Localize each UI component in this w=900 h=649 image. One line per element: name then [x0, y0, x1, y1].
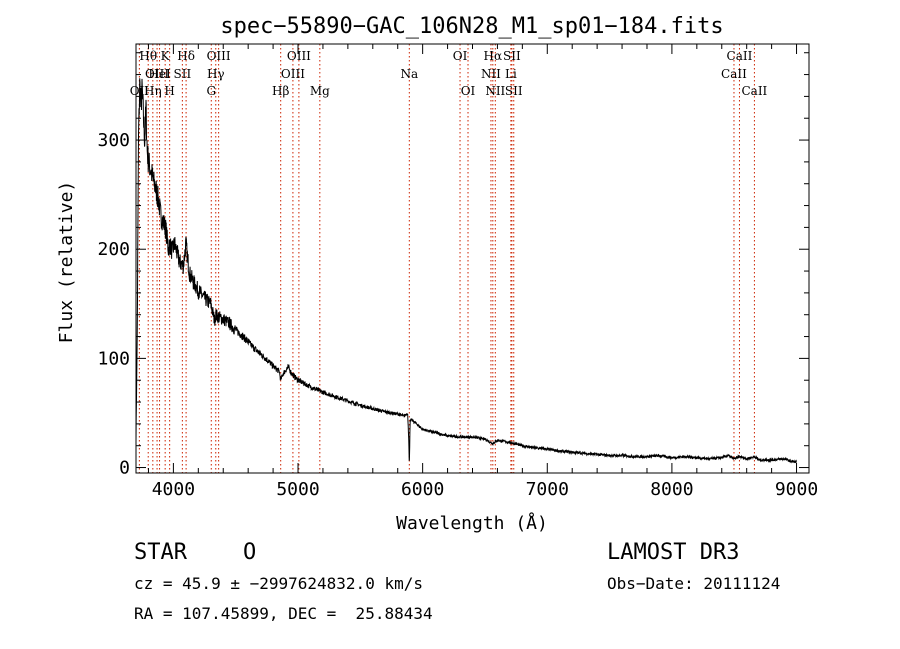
spectral-line-label: CaII	[727, 49, 753, 63]
spectral-line-label: Na	[400, 67, 418, 81]
spectral-line-label: OIII	[145, 67, 169, 81]
spectral-line-label: CaII	[721, 67, 747, 81]
x-tick-label: 5000	[276, 479, 319, 500]
redshift-readout: cz = 45.9 ± −2997624832.0 km/s	[134, 574, 423, 593]
coordinates: RA = 107.45899, DEC = 25.88434	[134, 604, 433, 623]
spectral-line-label: H	[164, 84, 174, 98]
y-tick-label: 300	[97, 130, 130, 151]
spectrum-series-line	[135, 78, 797, 464]
spectral-line-label: Hδ	[177, 49, 195, 63]
spectral-line-label: SII	[174, 67, 192, 81]
y-tick-label: 100	[97, 348, 130, 369]
spectral-line-label: NII	[481, 67, 501, 81]
spectral-line-label: Hβ	[272, 84, 289, 98]
object-class: STAR	[134, 540, 187, 565]
chart-title: spec−55890−GAC_106N28_M1_sp01−184.fits	[220, 14, 723, 39]
spectral-line-label: SII	[503, 49, 521, 63]
spectral-line-label: OIII	[287, 49, 311, 63]
spectral-line-label: OI	[453, 49, 468, 63]
spectral-line-label: NII	[485, 84, 505, 98]
spectral-line-label: Hθ	[139, 49, 157, 63]
survey-name: LAMOST DR3	[607, 540, 740, 565]
x-axis: 4000 5000 6000 7000 8000 9000	[147, 44, 818, 500]
spectral-line-label: CaII	[741, 84, 767, 98]
y-axis: 0 100 200 300	[97, 52, 809, 479]
spectral-line-label: OI	[461, 84, 476, 98]
spectral-line-markers	[138, 44, 755, 473]
spectral-line-label: OIII	[281, 67, 305, 81]
spectral-line-label: Hα	[484, 49, 503, 63]
x-tick-label: 4000	[152, 479, 195, 500]
x-tick-label: 7000	[526, 479, 569, 500]
y-tick-label: 0	[119, 458, 130, 479]
spectral-line-label: OIII	[207, 49, 231, 63]
spectral-line-label: Hγ	[207, 67, 225, 81]
plot-frame	[135, 43, 810, 474]
spectral-line-label: K	[161, 49, 171, 63]
spectral-line-label: Mg	[310, 84, 330, 98]
obs-date: Obs−Date: 20111124	[607, 574, 781, 593]
y-axis-label: Flux (relative)	[56, 181, 77, 344]
spectral-line-label: Hη	[144, 84, 162, 98]
spectral-line-label: HeI	[148, 67, 171, 81]
spectral-line-labels: OIIHθHηOIIIHeIKHSIIHδGHγOIIIHβOIIIOIIIMg…	[130, 49, 768, 98]
x-tick-label: 8000	[650, 479, 693, 500]
y-tick-label: 200	[97, 239, 130, 260]
spectral-line-label: SII	[505, 84, 523, 98]
spectral-line-label: G	[206, 84, 216, 98]
x-axis-label: Wavelength (Å)	[396, 512, 548, 534]
x-tick-label: 9000	[775, 479, 818, 500]
spectral-line-label: Li	[505, 67, 517, 81]
object-subclass: O	[243, 540, 257, 565]
x-tick-label: 6000	[401, 479, 444, 500]
